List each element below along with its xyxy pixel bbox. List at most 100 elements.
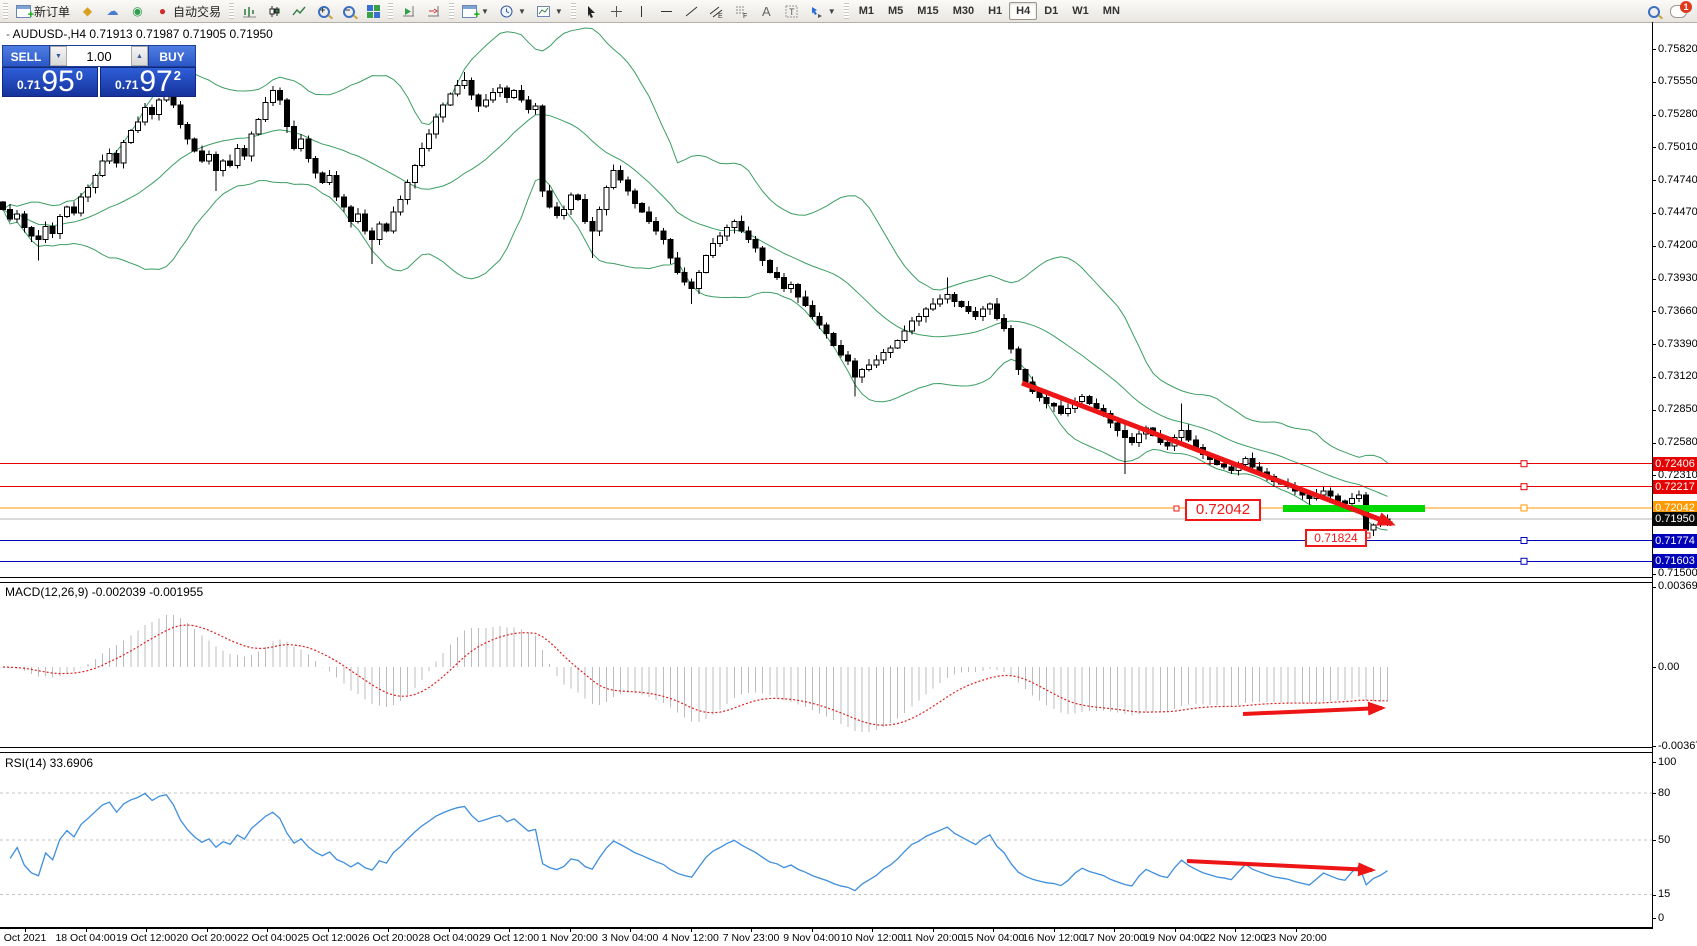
timeframe-h4[interactable]: H4: [1009, 2, 1038, 20]
chat-icon[interactable]: 1: [1670, 0, 1692, 18]
volume-decrease-button[interactable]: ▼: [50, 46, 67, 66]
main-macd-separator[interactable]: [0, 577, 1652, 583]
crosshair-tool-button[interactable]: [604, 0, 629, 22]
bar-chart-button[interactable]: [237, 0, 262, 22]
rsi-panel: [0, 792, 1652, 896]
resistance-price-label[interactable]: 0.72042: [1185, 499, 1261, 521]
price-tick-label: 0.74470: [1658, 206, 1697, 219]
chevron-down-icon: ▼: [554, 6, 563, 16]
time-tick-label: 28 Oct 04:00: [418, 932, 479, 944]
timeframe-bar: M1 M5 M15 M30 H1 H4 D1 W1 MN: [852, 2, 1127, 20]
market-watch-button[interactable]: ◆: [75, 0, 100, 22]
rsi-line: [9, 792, 1388, 892]
rsi-tick: [1652, 918, 1656, 919]
rsi-tick: [1652, 840, 1656, 841]
new-order-button[interactable]: + 新订单: [11, 0, 75, 22]
cursor-icon: [587, 5, 595, 18]
toolbar-grip[interactable]: [3, 3, 8, 19]
line-handle[interactable]: [1520, 537, 1528, 545]
line-handle[interactable]: [1520, 483, 1528, 491]
zoom-out-button[interactable]: −: [337, 0, 362, 22]
cursor-tool-button[interactable]: [579, 0, 604, 22]
timeframe-m1[interactable]: M1: [858, 5, 874, 17]
auto-scroll-button[interactable]: [396, 0, 421, 22]
vertical-line-tool-button[interactable]: [629, 0, 654, 22]
periods-icon: [500, 5, 513, 17]
fibonacci-tool-button[interactable]: F: [729, 0, 754, 22]
sell-button[interactable]: SELL: [2, 45, 50, 67]
timeframe-h1[interactable]: H1: [988, 5, 1003, 17]
buy-price-pipette: 2: [173, 68, 181, 83]
tile-windows-button[interactable]: [362, 0, 385, 22]
templates-button[interactable]: ▼: [531, 0, 568, 22]
toolbox-button[interactable]: ☁: [100, 0, 125, 22]
time-tick-label: 25 Oct 12:00: [297, 932, 358, 944]
text-tool-button[interactable]: A: [754, 0, 779, 22]
price-tick: [1652, 475, 1656, 477]
toolbox-icon: ☁: [106, 3, 119, 18]
line-handle[interactable]: [1520, 557, 1528, 565]
timeframe-d1[interactable]: D1: [1044, 5, 1059, 17]
toolbar-grip[interactable]: [570, 3, 576, 19]
price-tick: [1652, 409, 1656, 411]
volume-input[interactable]: [67, 46, 131, 66]
indicators-button[interactable]: + ▼: [457, 0, 494, 22]
price-badge: 0.71603: [1653, 554, 1697, 569]
text-label-tool-button[interactable]: T: [779, 0, 804, 22]
new-order-icon: +: [16, 5, 34, 21]
price-tick-label: 0.73120: [1658, 370, 1697, 383]
buy-button[interactable]: BUY: [148, 45, 196, 67]
timeframe-m30[interactable]: M30: [952, 5, 975, 17]
auto-scroll-icon: [403, 5, 415, 16]
trendline-tool-button[interactable]: [679, 0, 704, 22]
buy-price-button[interactable]: 0.71 97 2: [100, 67, 196, 97]
toolbar-grip[interactable]: [449, 3, 455, 19]
time-tick: [388, 929, 389, 932]
auto-trading-button[interactable]: ● 自动交易: [150, 0, 226, 22]
time-tick: [267, 929, 268, 932]
buy-price-prefix: 0.71: [115, 78, 139, 92]
timeframe-mn[interactable]: MN: [1102, 5, 1120, 17]
candlestick-button[interactable]: [262, 0, 287, 22]
toolbar-grip[interactable]: [843, 3, 849, 19]
time-tick: [448, 929, 450, 932]
horizontal-line-tool-button[interactable]: [654, 0, 679, 22]
arrows-tool-button[interactable]: ▼: [804, 0, 841, 22]
sell-price-button[interactable]: 0.71 95 0: [2, 67, 98, 97]
swing-low-price-label[interactable]: 0.71824: [1305, 529, 1367, 547]
support-band-object[interactable]: [1283, 505, 1425, 512]
signals-button[interactable]: ◉: [125, 0, 150, 22]
price-tick-label: 0.73660: [1658, 304, 1697, 317]
chart-shift-button[interactable]: [421, 0, 446, 22]
sell-price-prefix: 0.71: [17, 78, 41, 92]
zoom-in-button[interactable]: +: [312, 0, 337, 22]
price-tick: [1652, 442, 1656, 444]
toolbar: + 新订单 ◆ ☁ ◉ ● 自动交易 + −: [0, 0, 1697, 23]
timeframe-m15[interactable]: M15: [917, 5, 939, 17]
price-tick: [1652, 311, 1656, 313]
macd-rsi-separator[interactable]: [0, 747, 1652, 753]
macd-tick: [1652, 667, 1656, 668]
price-tick-label: 0.72310: [1658, 468, 1697, 481]
periods-button[interactable]: ▼: [494, 0, 531, 22]
toolbar-grip[interactable]: [229, 3, 235, 19]
trendline-icon: [685, 6, 698, 16]
line-chart-button[interactable]: [287, 0, 312, 22]
price-tick: [1652, 147, 1656, 149]
price-tick-label: 0.73930: [1658, 272, 1697, 285]
label-handle[interactable]: [1173, 505, 1180, 512]
toolbar-grip[interactable]: [388, 3, 394, 19]
volume-increase-button[interactable]: ▲: [131, 46, 148, 66]
timeframe-m5[interactable]: M5: [888, 5, 904, 17]
line-handle[interactable]: [1520, 460, 1528, 468]
search-icon[interactable]: [1648, 5, 1660, 18]
line-handle[interactable]: [1520, 504, 1528, 512]
channel-tool-button[interactable]: E: [704, 0, 729, 22]
candlestick-icon: [269, 5, 280, 17]
time-tick-label: 23 Nov 20:00: [1264, 932, 1327, 944]
rsi-tick: [1652, 762, 1656, 763]
chevron-down-icon: ▼: [481, 6, 489, 16]
timeframe-w1[interactable]: W1: [1072, 5, 1089, 17]
